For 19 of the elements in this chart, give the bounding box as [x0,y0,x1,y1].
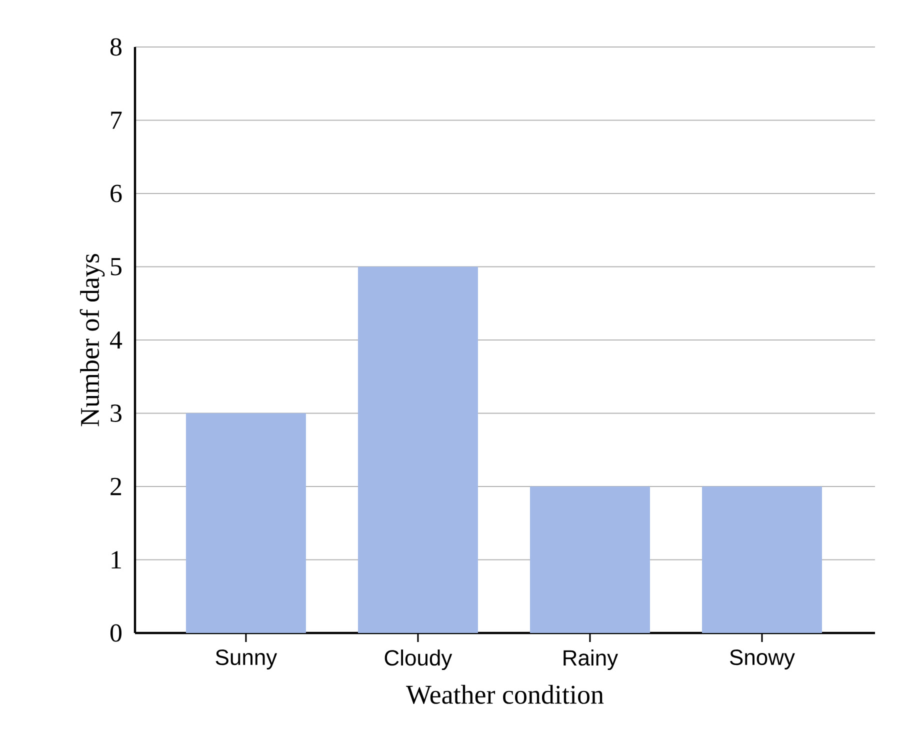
bar [702,486,822,633]
bar [358,266,478,633]
x-axis-title: Weather condition [406,684,604,704]
x-tick-label: Rainy [564,650,618,670]
y-tick-label: 1 [112,551,121,568]
y-tick-label: 5 [110,258,122,276]
y-tick-label: 4 [110,331,122,349]
y-tick-label: 2 [110,478,122,496]
y-tick-label: 6 [110,184,122,202]
y-axis-title: Number of days [80,254,105,426]
x-tick-label: Snowy [730,650,795,670]
y-tick-label: 3 [110,404,122,422]
bar [530,486,650,633]
y-tick-label: 8 [110,38,122,56]
bar [186,413,306,633]
x-tick-label: Cloudy [384,650,452,670]
x-tick-label: Sunny [216,650,278,670]
y-tick-label: 0 [110,624,122,642]
y-tick-label: 7 [111,112,122,129]
